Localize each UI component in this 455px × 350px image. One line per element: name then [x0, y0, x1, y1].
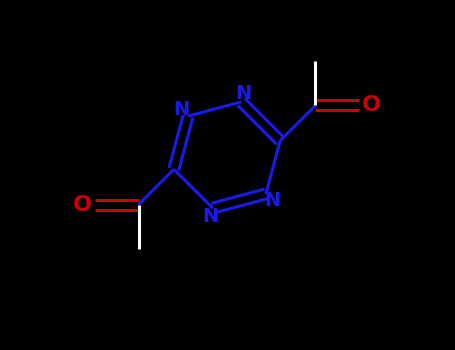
Text: N: N	[174, 100, 190, 119]
Text: N: N	[264, 191, 280, 210]
Text: O: O	[362, 96, 381, 116]
Text: O: O	[73, 195, 92, 215]
Text: N: N	[235, 84, 252, 103]
Text: N: N	[202, 207, 218, 226]
